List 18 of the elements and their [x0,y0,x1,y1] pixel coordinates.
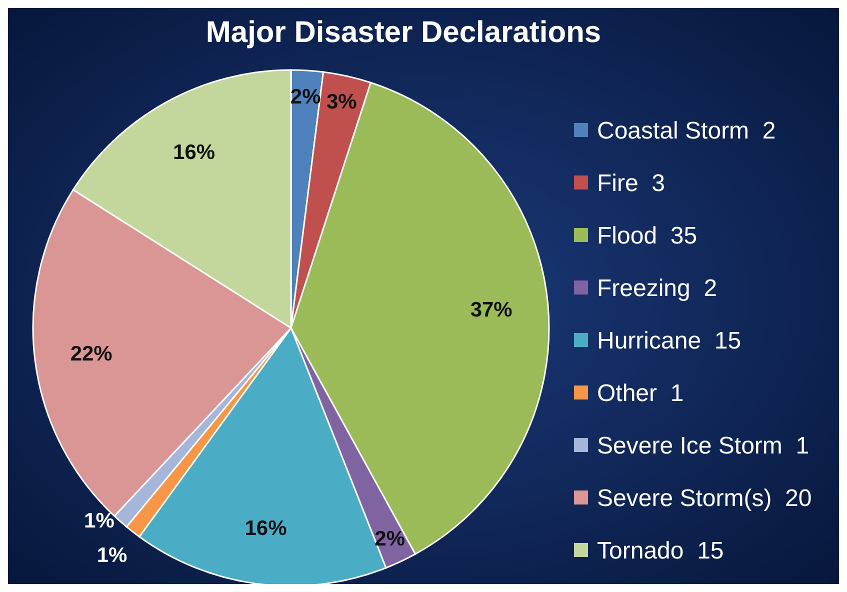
data-label: 16% [244,517,288,540]
slice-label: Flood 35 [597,222,698,250]
data-label: 3% [326,90,358,114]
data-label: 22% [70,342,113,366]
data-label: 37% [470,298,513,322]
data-label: 2% [374,527,406,550]
data-label: 1% [96,544,128,567]
legend-label: Severe Ice Storm 1 [597,432,810,460]
data-label: 1% [84,509,115,532]
legend-label: Freezing 2 [597,274,718,302]
legend-label: Other 1 [597,380,684,407]
data-label: 16% [173,141,216,164]
legend-label: Severe Storm(s) 20 [597,484,812,512]
legend-label: Hurricane 15 [597,327,742,354]
legend-label: Coastal Storm 2 [597,117,776,144]
legend-label: Tornado 15 [597,537,724,564]
legend-label: Fire 3 [597,170,666,197]
chart-title: Major Disaster Declarations [206,16,602,49]
